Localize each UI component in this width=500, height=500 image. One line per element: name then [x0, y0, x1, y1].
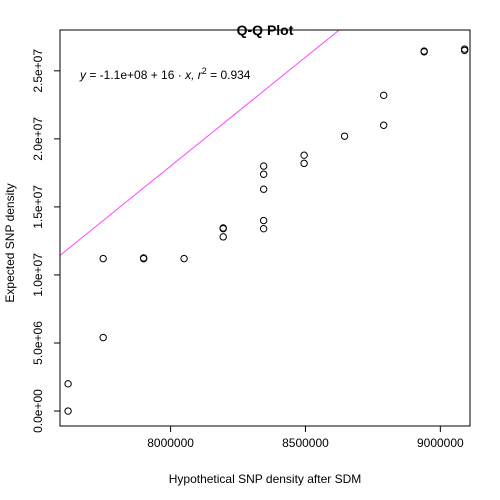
annotation-x-var: x [184, 68, 192, 82]
y-tick-label: 2.5e+07 [31, 49, 45, 93]
data-point-22 [420, 47, 428, 55]
data-point-19 [379, 121, 388, 129]
y-tick-label: 1.5e+07 [31, 185, 45, 229]
annotation-y-var: y [79, 68, 87, 82]
annotation-r2-value: = 0.934 [207, 68, 251, 82]
y-tick-label: 0.0e+00 [31, 389, 45, 433]
data-point-15 [259, 162, 268, 170]
points-layer [64, 45, 469, 415]
y-axis: 0.0e+00 5.0e+06 1.0e+07 1.5e+07 2.0e+07 2.5e+… [31, 49, 60, 433]
y-tick-label: 5.0e+06 [31, 321, 45, 365]
regression-line [60, 30, 340, 256]
data-point-11 [259, 224, 268, 233]
annotation-equation: = -1.1e+08 + 16 · [86, 68, 185, 82]
data-point-4 [99, 254, 107, 263]
data-point-24 [460, 45, 469, 53]
data-point-13 [259, 185, 268, 193]
data-point-20 [379, 91, 388, 100]
y-tick-label: 2.0e+07 [31, 117, 45, 161]
data-point-1 [64, 407, 72, 415]
x-axis-label: Hypothetical SNP density after SDM [169, 472, 362, 486]
plot-area [60, 30, 469, 415]
plot-frame [59, 29, 471, 427]
data-point-12 [259, 216, 268, 225]
annotation-r2-exponent: 2 [202, 66, 207, 76]
data-point-18 [340, 132, 349, 140]
y-axis-label: Expected SNP density [3, 183, 17, 302]
data-point-8 [219, 233, 227, 241]
data-point-7 [180, 254, 188, 263]
data-point-17 [300, 151, 308, 159]
data-point-10 [219, 224, 227, 232]
x-axis: 8000000 8500000 9000000 [147, 426, 464, 450]
data-point-14 [259, 170, 268, 178]
x-tick-label: 9000000 [417, 436, 464, 450]
y-tick-label: 1.0e+07 [31, 253, 45, 297]
data-point-16 [300, 159, 308, 168]
regression-annotation: y = -1.1e+08 + 16 · x, r2 = 0.934 [79, 66, 251, 82]
annotation-r2-prefix: , r [191, 68, 203, 82]
data-point-6 [139, 254, 148, 262]
data-point-2 [64, 380, 72, 388]
x-tick-label: 8500000 [282, 436, 329, 450]
x-tick-label: 8000000 [147, 436, 194, 450]
data-point-3 [99, 333, 107, 342]
